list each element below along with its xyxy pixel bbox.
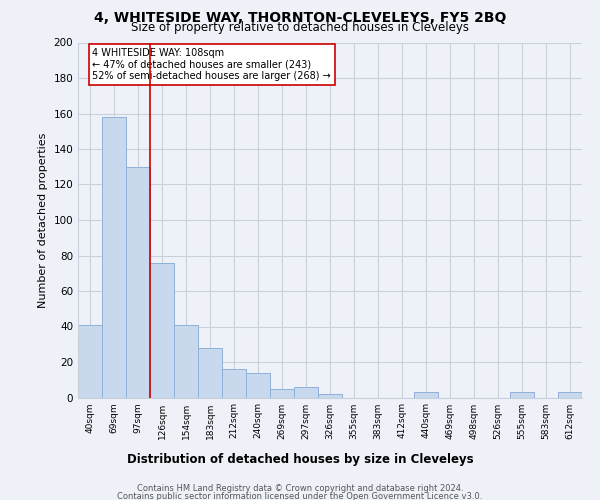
Bar <box>102 117 126 398</box>
Text: 4, WHITESIDE WAY, THORNTON-CLEVELEYS, FY5 2BQ: 4, WHITESIDE WAY, THORNTON-CLEVELEYS, FY… <box>94 11 506 25</box>
Bar <box>294 387 318 398</box>
Bar <box>150 262 174 398</box>
Text: 4 WHITESIDE WAY: 108sqm
← 47% of detached houses are smaller (243)
52% of semi-d: 4 WHITESIDE WAY: 108sqm ← 47% of detache… <box>92 48 331 81</box>
Bar <box>270 388 294 398</box>
Bar <box>510 392 534 398</box>
Bar <box>222 369 246 398</box>
Y-axis label: Number of detached properties: Number of detached properties <box>38 132 48 308</box>
Bar <box>174 324 198 398</box>
Text: Distribution of detached houses by size in Cleveleys: Distribution of detached houses by size … <box>127 452 473 466</box>
Bar <box>246 372 270 398</box>
Text: Contains HM Land Registry data © Crown copyright and database right 2024.: Contains HM Land Registry data © Crown c… <box>137 484 463 493</box>
Text: Contains public sector information licensed under the Open Government Licence v3: Contains public sector information licen… <box>118 492 482 500</box>
Text: Size of property relative to detached houses in Cleveleys: Size of property relative to detached ho… <box>131 21 469 34</box>
Bar <box>198 348 222 398</box>
Bar <box>318 394 342 398</box>
Bar <box>558 392 582 398</box>
Bar <box>126 167 150 398</box>
Bar <box>78 324 102 398</box>
Bar <box>414 392 438 398</box>
